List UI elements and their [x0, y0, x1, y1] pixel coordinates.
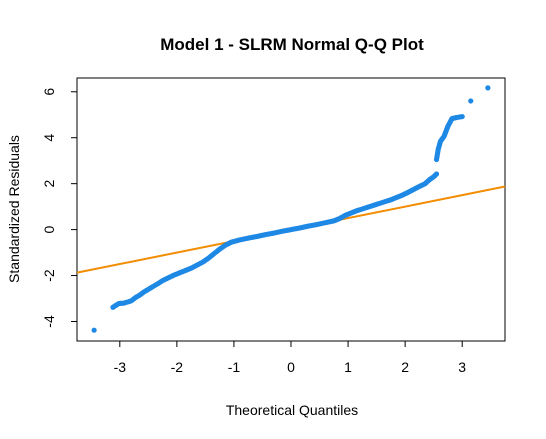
points-layer [91, 85, 491, 333]
x-tick-label: 3 [458, 359, 466, 375]
data-point [485, 85, 491, 91]
y-tick-label: 0 [41, 225, 57, 233]
data-point [468, 98, 474, 104]
x-axis-label: Theoretical Quantiles [226, 402, 358, 418]
y-tick-label: -4 [41, 315, 57, 328]
chart-title: Model 1 - SLRM Normal Q-Q Plot [160, 35, 424, 54]
y-axis: -4 -2 0 2 4 6 [41, 88, 77, 328]
y-tick-label: -2 [41, 269, 57, 282]
x-axis: -3 -2 -1 0 1 2 3 [114, 341, 466, 375]
y-axis-label: Standardized Residuals [6, 135, 22, 283]
data-point [459, 113, 465, 120]
y-tick-label: 6 [41, 88, 57, 96]
x-tick-label: -2 [171, 359, 184, 375]
plot-frame [76, 77, 506, 342]
y-tick-label: 4 [41, 134, 57, 142]
x-tick-label: -3 [114, 359, 127, 375]
y-tick-label: 2 [41, 180, 57, 188]
x-tick-label: 2 [401, 359, 409, 375]
data-point [433, 171, 440, 177]
data-point [91, 327, 97, 333]
x-tick-label: 0 [287, 359, 295, 375]
x-tick-label: -1 [228, 359, 241, 375]
x-tick-label: 1 [344, 359, 352, 375]
